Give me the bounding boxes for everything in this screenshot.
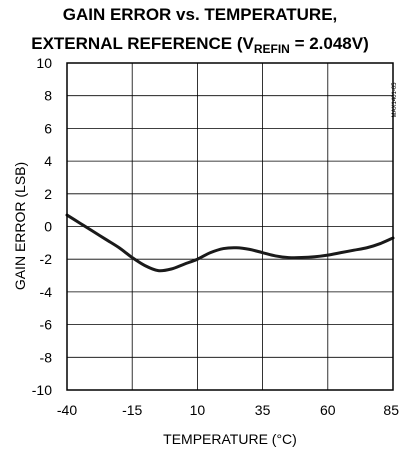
x-tick-label-1: -15: [122, 402, 142, 418]
y-tick-label-2: 6: [44, 120, 52, 136]
y-tick-label-10: -10: [32, 382, 52, 398]
y-tick-labels: 10 8 6 4 2 0 -2 -4 -6 -8 -10: [32, 55, 52, 398]
y-tick-label-3: 4: [44, 153, 52, 169]
y-tick-label-4: 2: [44, 186, 52, 202]
x-tick-label-4: 60: [320, 402, 336, 418]
grid: [66, 62, 394, 391]
y-tick-label-0: 10: [36, 55, 52, 71]
y-tick-label-8: -6: [40, 317, 53, 333]
chart-title-line-2: EXTERNAL REFERENCE (VREFIN = 2.048V): [31, 34, 369, 56]
y-tick-label-6: -2: [40, 251, 53, 267]
plot-frame: [66, 62, 394, 391]
x-tick-label-2: 10: [190, 402, 206, 418]
y-tick-label-9: -8: [40, 349, 53, 365]
chart-title-line-1: GAIN ERROR vs. TEMPERATURE,: [63, 5, 338, 24]
series-group: [65, 213, 395, 273]
chart-title-text: EXTERNAL REFERENCE (V: [31, 34, 254, 53]
x-tick-label-0: -40: [57, 402, 77, 418]
chart-title-text-end: = 2.048V): [290, 34, 369, 53]
chart-title-subscript: REFIN: [254, 42, 290, 56]
figure-code: MAX1401-05: [392, 82, 398, 118]
y-tick-label-1: 8: [44, 88, 52, 104]
series-line-0: [65, 213, 395, 273]
y-tick-label-7: -4: [40, 284, 53, 300]
x-tick-label-5: 85: [383, 402, 399, 418]
x-tick-labels: -40 -15 10 35 60 85: [57, 402, 399, 418]
x-tick-label-3: 35: [255, 402, 271, 418]
y-axis-label: GAIN ERROR (LSB): [12, 162, 28, 290]
y-tick-label-5: 0: [44, 219, 52, 235]
x-axis-label: TEMPERATURE (°C): [163, 431, 297, 447]
